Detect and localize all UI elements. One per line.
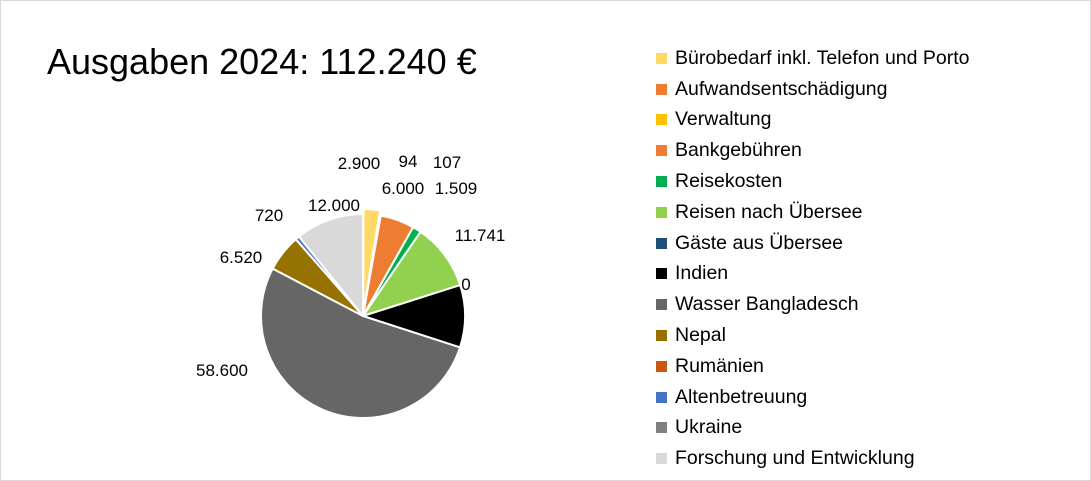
data-label-b-robedarf-inkl-telefon-und-porto: 2.900	[338, 154, 381, 173]
legend-swatch	[656, 206, 667, 218]
legend-label: Verwaltung	[675, 108, 772, 131]
chart-legend: Bürobedarf inkl. Telefon und Porto Aufwan…	[656, 43, 970, 474]
data-label-aufwandsentsch-digung: 94	[399, 152, 418, 171]
legend-swatch	[656, 422, 667, 434]
legend-label: Bankgebühren	[675, 139, 802, 162]
legend-label: Indien	[675, 262, 729, 285]
legend-label: Ukraine	[675, 416, 743, 439]
legend-item-ukraine: Ukraine	[656, 413, 970, 444]
legend-label: Wasser Bangladesch	[675, 293, 859, 316]
legend-item-reisen-nach-bersee: Reisen nach Übersee	[656, 197, 970, 228]
legend-label: Rumänien	[675, 354, 764, 377]
pie-slice-forschung-und-entwicklung	[298, 213, 364, 317]
legend-label: Reisen nach Übersee	[675, 200, 863, 223]
legend-swatch	[656, 391, 667, 403]
data-label-reisen-nach-bersee: 11.741	[455, 226, 506, 245]
pie-slice-wasser-bangladesch	[260, 267, 462, 419]
legend-label: Aufwandsentschädigung	[675, 77, 888, 100]
legend-label: Altenbetreuung	[675, 385, 808, 408]
legend-item-verwaltung: Verwaltung	[656, 105, 970, 136]
legend-item-bankgeb-hren: Bankgebühren	[656, 135, 970, 166]
legend-swatch	[656, 237, 667, 249]
legend-item-indien: Indien	[656, 259, 970, 290]
legend-label: Forschung und Entwicklung	[675, 447, 915, 470]
legend-swatch	[656, 330, 667, 342]
legend-item-aufwandsentsch-digung: Aufwandsentschädigung	[656, 74, 970, 105]
data-label-g-ste-aus-bersee: 0	[461, 275, 470, 294]
data-label-wasser-bangladesch: 58.600	[196, 361, 248, 380]
legend-label: Bürobedarf inkl. Telefon und Porto	[675, 46, 970, 69]
legend-swatch	[656, 114, 667, 126]
legend-item-g-ste-aus-bersee: Gäste aus Übersee	[656, 228, 970, 259]
data-label-nepal: 6.520	[220, 248, 263, 267]
data-label-altenbetreuung: 720	[255, 206, 283, 225]
pie-slice-reisen-nach-bersee	[362, 230, 462, 317]
data-label-reisekosten: 1.509	[435, 179, 478, 198]
data-label-bankgeb-hren: 6.000	[382, 179, 425, 198]
legend-swatch	[656, 299, 667, 311]
legend-item-forschung-und-entwicklung: Forschung und Entwicklung	[656, 443, 970, 474]
legend-swatch	[656, 453, 667, 465]
legend-item-altenbetreuung: Altenbetreuung	[656, 382, 970, 413]
legend-item-nepal: Nepal	[656, 320, 970, 351]
data-label-verwaltung: 107	[433, 153, 461, 172]
legend-swatch	[656, 268, 667, 280]
legend-item-wasser-bangladesch: Wasser Bangladesch	[656, 289, 970, 320]
legend-label: Reisekosten	[675, 170, 783, 193]
data-label-forschung-und-entwicklung: 12.000	[308, 196, 360, 215]
legend-label: Nepal	[675, 324, 726, 347]
legend-swatch	[656, 52, 667, 64]
legend-item-rum-nien: Rumänien	[656, 351, 970, 382]
legend-swatch	[656, 360, 667, 372]
legend-swatch	[656, 176, 667, 188]
legend-swatch	[656, 145, 667, 157]
legend-item-reisekosten: Reisekosten	[656, 166, 970, 197]
chart-title: Ausgaben 2024: 112.240 €	[47, 41, 477, 82]
legend-swatch	[656, 83, 667, 95]
legend-label: Gäste aus Übersee	[675, 231, 844, 254]
legend-item-b-robedarf-inkl-telefon-und-porto: Bürobedarf inkl. Telefon und Porto	[656, 43, 970, 74]
